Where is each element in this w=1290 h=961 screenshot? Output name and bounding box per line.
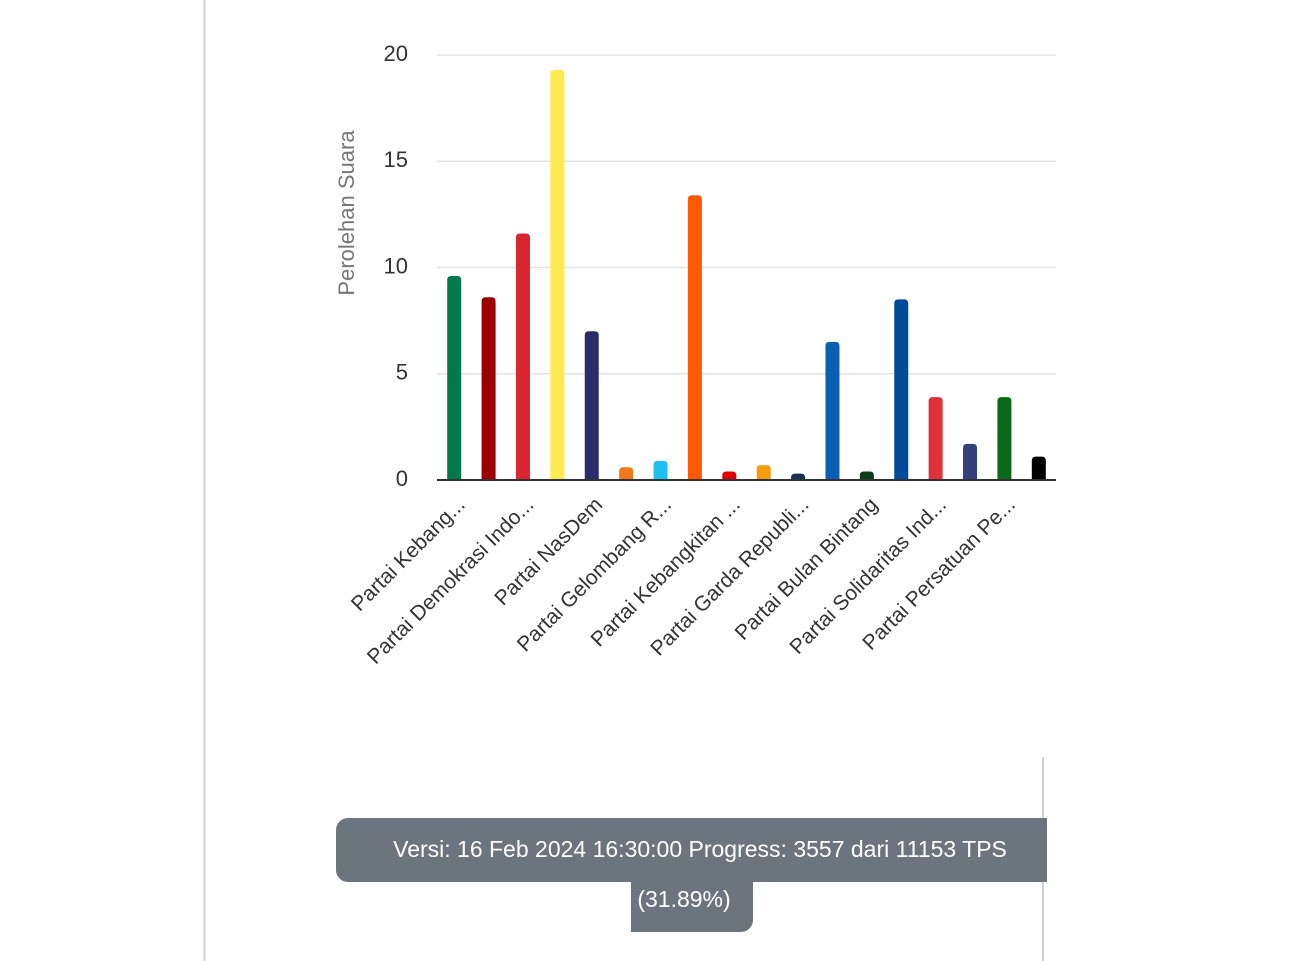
bar xyxy=(447,276,462,480)
bar xyxy=(791,473,806,480)
bar xyxy=(687,195,702,480)
bar xyxy=(825,341,840,480)
bar xyxy=(515,233,530,480)
bar xyxy=(963,443,978,480)
bar xyxy=(997,397,1012,480)
bar xyxy=(584,331,599,480)
y-tick-label: 15 xyxy=(384,147,408,172)
y-tick-label: 0 xyxy=(396,466,408,491)
footer-badge xyxy=(336,818,1047,932)
bar xyxy=(619,467,634,480)
x-tick-label: Partai Kebang... xyxy=(347,493,470,616)
y-tick-label: 10 xyxy=(384,253,408,278)
bar xyxy=(722,471,737,480)
y-axis-label: Perolehan Suara xyxy=(334,130,359,296)
bar xyxy=(550,69,565,480)
bar xyxy=(756,465,771,480)
y-tick-label: 5 xyxy=(396,360,408,385)
footer-text: (31.89%) xyxy=(637,886,730,912)
bar xyxy=(1031,456,1046,480)
bar xyxy=(481,297,496,480)
footer-text: Versi: 16 Feb 2024 16:30:00 Progress: 35… xyxy=(393,836,1007,862)
bar xyxy=(928,397,943,480)
bar xyxy=(894,299,909,480)
bar xyxy=(859,471,874,480)
bar xyxy=(653,460,668,480)
y-tick-label: 20 xyxy=(384,41,408,66)
